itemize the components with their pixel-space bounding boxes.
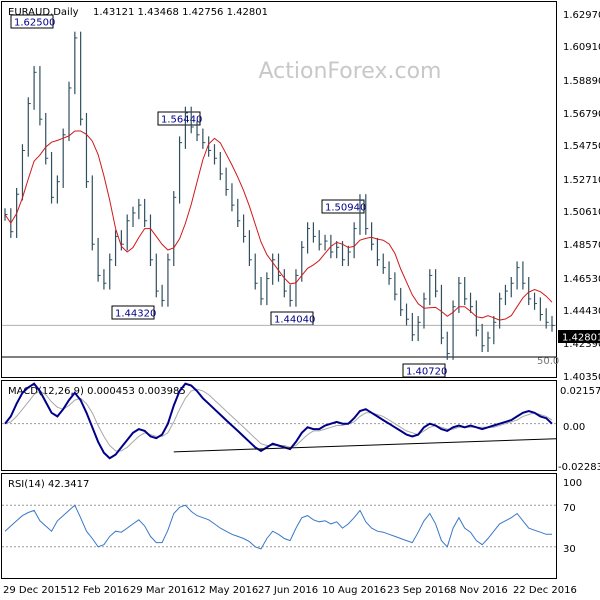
y-tick-label: 1.40350 xyxy=(563,372,600,383)
x-tick-label: 22 Dec 2016 xyxy=(513,585,577,596)
y-tick-label: 1.54750 xyxy=(563,141,600,152)
macd-y-tick: 0.00 xyxy=(563,422,585,433)
ohlc-header: 1.43121 1.43468 1.42756 1.42801 xyxy=(93,7,268,18)
x-tick-label: 12 Feb 2016 xyxy=(67,585,129,596)
annotation-label: 1.44040 xyxy=(274,315,315,326)
x-tick-label: 29 Mar 2016 xyxy=(130,585,193,596)
macd-panel xyxy=(1,380,557,471)
watermark: ActionForex.com xyxy=(259,59,442,84)
rsi-y-tick: 30 xyxy=(563,544,576,555)
chart-marks xyxy=(2,31,557,550)
macd-trendline xyxy=(173,438,557,453)
x-tick-label: 10 Aug 2016 xyxy=(322,585,386,596)
annotation-box xyxy=(402,363,446,378)
x-axis: 29 Dec 2015 12 Feb 2016 29 Mar 2016 12 M… xyxy=(3,585,577,596)
y-tick-label: 1.52710 xyxy=(563,175,600,186)
annotation-label: 1.56440 xyxy=(161,115,202,126)
y-tick-label: 1.42390 xyxy=(563,339,600,350)
rsi-y-tick: 70 xyxy=(563,503,576,514)
x-tick-label: 27 Jun 2016 xyxy=(258,585,318,596)
moving-average-line xyxy=(4,130,553,321)
annotation-label: 1.44320 xyxy=(115,309,156,320)
annotation-box xyxy=(321,199,365,214)
x-tick-label: 12 May 2016 xyxy=(193,585,258,596)
rsi-y-tick: 100 xyxy=(563,478,582,489)
annotation-box xyxy=(157,111,201,126)
rsi-line xyxy=(4,504,552,550)
y-tick-label: 1.50610 xyxy=(563,207,600,218)
y-tick-label: 1.56790 xyxy=(563,109,600,120)
macd-y-tick: 0.021577 xyxy=(560,386,600,397)
y-tick-label: 1.62970 xyxy=(563,10,600,21)
annotation-box xyxy=(111,305,155,320)
price-title: EURAUD,Daily xyxy=(8,7,79,18)
price-panel xyxy=(1,1,557,378)
x-tick-label: 29 Dec 2015 xyxy=(3,585,67,596)
annotation-box xyxy=(10,14,54,29)
macd-y-tick: -0.022833 xyxy=(558,462,600,473)
y-tick-label: 1.46530 xyxy=(563,274,600,285)
price-y-axis: 1.62970 1.60910 1.58890 1.56790 1.54750 … xyxy=(563,10,600,383)
y-tick-label: 1.60910 xyxy=(563,42,600,53)
rsi-panel xyxy=(1,473,557,579)
annotation-label: 1.62500 xyxy=(14,18,55,29)
y-tick-label: 1.44430 xyxy=(563,306,600,317)
annotation-label: 1.40720 xyxy=(406,367,447,378)
y-tick-label: 1.48570 xyxy=(563,240,600,251)
current-price-tag xyxy=(558,330,600,343)
x-tick-label: 23 Sep 2016 xyxy=(387,585,450,596)
macd-title: MACD(12,26,9) 0.000453 0.003985 xyxy=(8,386,186,397)
macd-line xyxy=(4,382,553,460)
fib-level-label: 50.0 xyxy=(537,356,559,367)
rsi-title: RSI(14) 42.3417 xyxy=(8,479,89,490)
current-price-label: 1.42801 xyxy=(562,333,600,344)
y-tick-label: 1.58890 xyxy=(563,76,600,87)
x-tick-label: 8 Nov 2016 xyxy=(450,585,508,596)
annotation-label: 1.50940 xyxy=(325,203,366,214)
